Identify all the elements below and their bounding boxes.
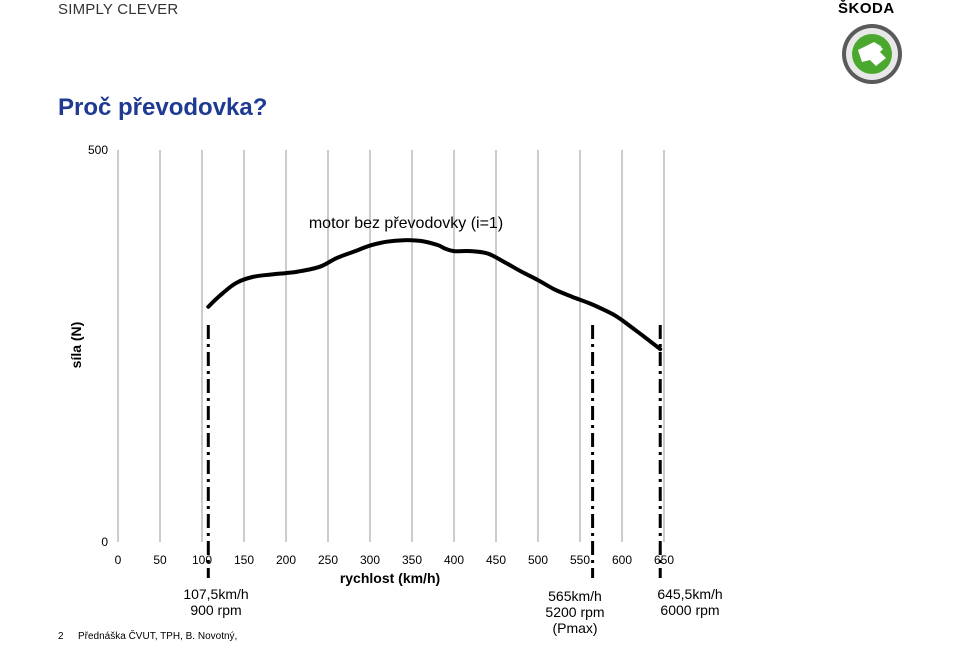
page-number: 2: [58, 631, 64, 642]
x-tick-label-350: 350: [402, 553, 422, 567]
x-tick-label-50: 50: [153, 553, 167, 567]
x-tick-label-100: 100: [192, 553, 212, 567]
marker-label-0-1: 900 rpm: [190, 602, 241, 618]
marker-label-1-2: (Pmax): [552, 620, 597, 636]
chart-title: motor bez převodovky (i=1): [309, 215, 503, 232]
x-tick-label-300: 300: [360, 553, 380, 567]
marker-label-1-0: 565km/h: [548, 588, 602, 604]
x-tick-label-450: 450: [486, 553, 506, 567]
marker-label-2-1: 6000 rpm: [660, 602, 719, 618]
grid-lines: [117, 150, 665, 542]
x-tick-label-0: 0: [115, 553, 122, 567]
slogan: SIMPLY CLEVER: [58, 1, 179, 18]
force-curve: [206, 238, 663, 352]
rpm-markers: [206, 325, 662, 578]
x-axis-label: rychlost (km/h): [340, 570, 440, 586]
x-tick-label-250: 250: [318, 553, 338, 567]
x-tick-label-150: 150: [234, 553, 254, 567]
footer-text: Přednáška ČVUT, TPH, B. Novotný,: [78, 631, 238, 642]
page-title: Proč převodovka?: [58, 94, 268, 121]
marker-label-2-0: 645,5km/h: [657, 586, 722, 602]
marker-label-0-0: 107,5km/h: [183, 586, 248, 602]
skoda-logo-icon: [842, 24, 902, 84]
y-axis-label: síla (N): [68, 322, 84, 369]
x-tick-label-550: 550: [570, 553, 590, 567]
x-tick-label-400: 400: [444, 553, 464, 567]
y-tick-label-0: 0: [101, 535, 108, 549]
x-tick-label-200: 200: [276, 553, 296, 567]
tick-labels: 0 50 100 150 200 250 300 350 400 450 500 550 600 650 0…: [88, 143, 674, 567]
x-tick-label-650: 650: [654, 553, 674, 567]
brand-name: ŠKODA: [838, 0, 895, 17]
y-tick-label-500: 500: [88, 143, 108, 157]
x-tick-label-600: 600: [612, 553, 632, 567]
x-tick-label-500: 500: [528, 553, 548, 567]
marker-label-1-1: 5200 rpm: [545, 604, 604, 620]
